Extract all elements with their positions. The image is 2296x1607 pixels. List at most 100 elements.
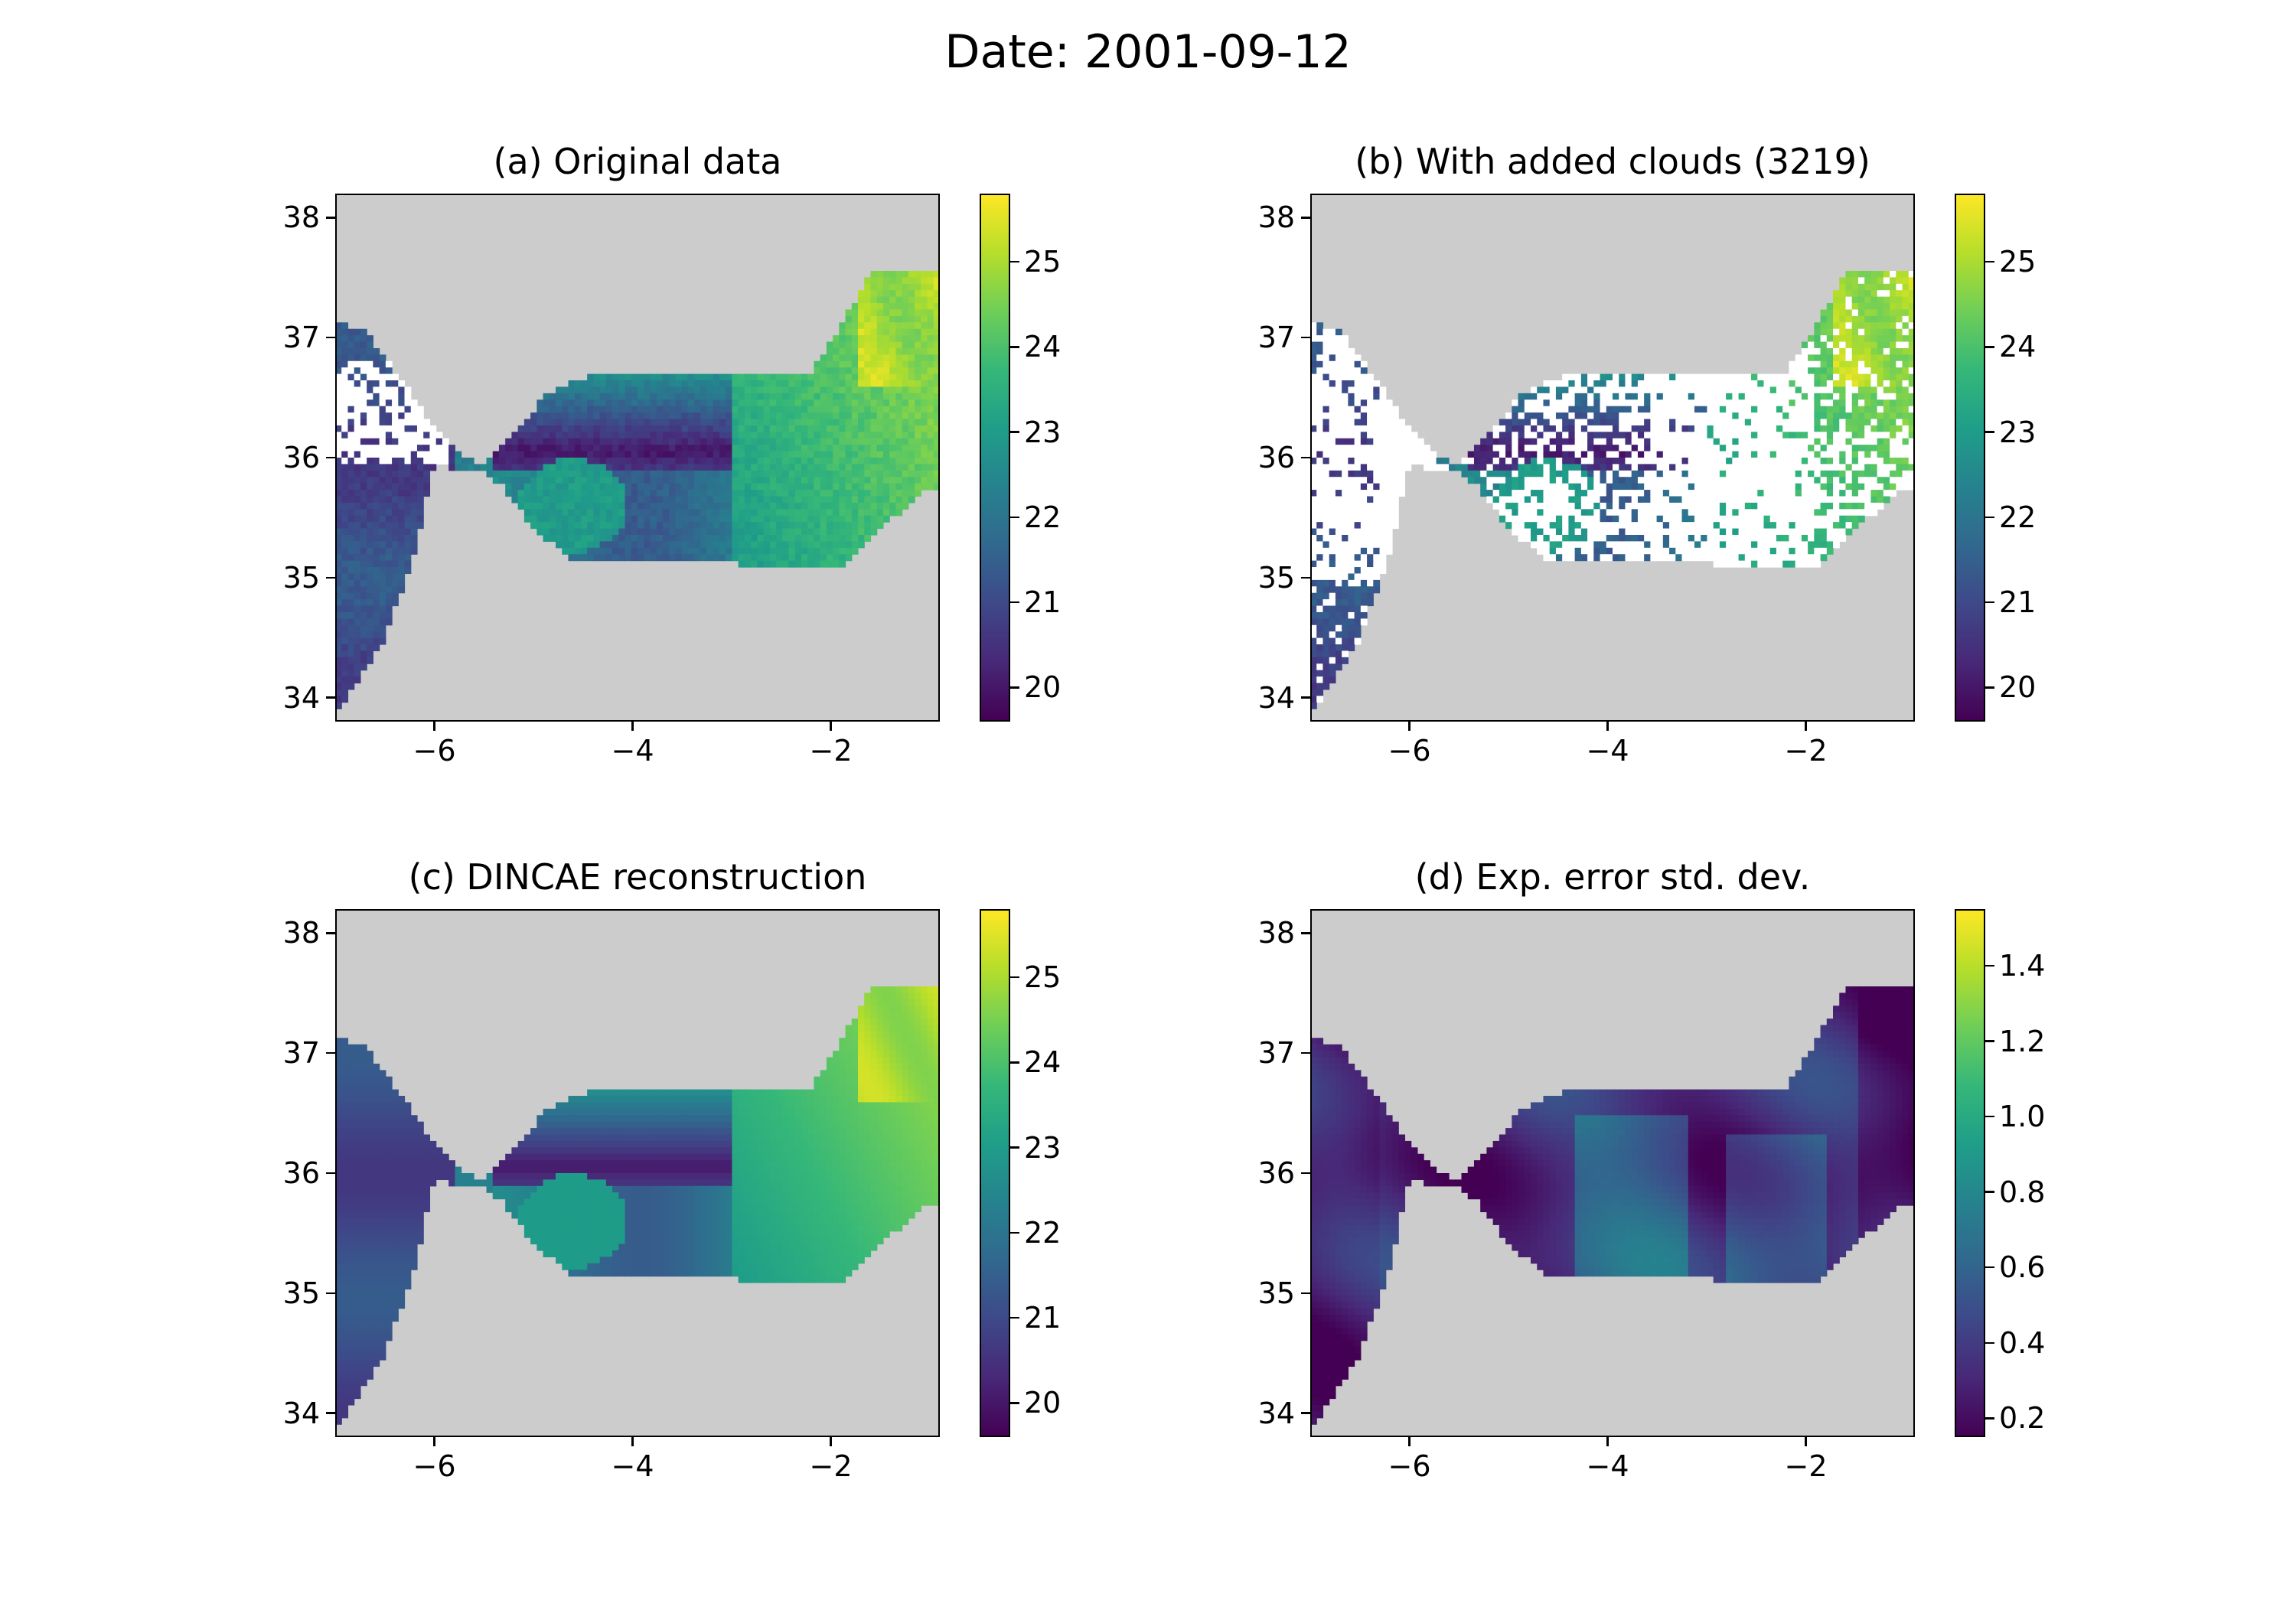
heatmap-cell xyxy=(1776,483,1783,491)
heatmap-cell xyxy=(1644,496,1651,504)
heatmap-cell xyxy=(908,347,915,355)
heatmap-cell xyxy=(700,502,708,510)
heatmap-cell xyxy=(379,470,386,478)
heatmap-cell xyxy=(908,470,915,478)
heatmap-cell xyxy=(882,496,890,504)
heatmap-cell xyxy=(367,579,373,587)
heatmap-cell xyxy=(895,425,903,432)
heatmap-cell xyxy=(360,341,367,349)
heatmap-cell xyxy=(921,451,928,458)
heatmap-cell xyxy=(744,483,752,491)
heatmap-cell xyxy=(1555,386,1563,394)
heatmap-cell xyxy=(1839,445,1847,452)
heatmap-cell xyxy=(889,412,896,420)
heatmap-cell xyxy=(523,470,531,478)
heatmap-cell xyxy=(1473,470,1481,478)
heatmap-cell xyxy=(933,483,940,491)
heatmap-cell xyxy=(1694,470,1701,478)
heatmap-cell xyxy=(1662,470,1670,478)
heatmap-cell xyxy=(1373,432,1381,439)
heatmap-cell xyxy=(1637,490,1645,497)
heatmap-cell xyxy=(1531,406,1538,413)
heatmap-cell xyxy=(814,451,821,458)
heatmap-cell xyxy=(1619,380,1626,388)
heatmap-cell xyxy=(794,425,802,432)
heatmap-cell xyxy=(1902,386,1910,394)
heatmap-cell xyxy=(675,464,683,471)
heatmap-cell xyxy=(360,611,367,619)
heatmap-cell xyxy=(549,458,556,465)
heatmap-cell xyxy=(915,432,921,439)
heatmap-cell xyxy=(1329,341,1336,349)
heatmap-cell xyxy=(1857,406,1865,413)
heatmap-cell xyxy=(845,360,853,368)
heatmap-cell xyxy=(814,554,821,562)
heatmap-cell xyxy=(1732,496,1740,504)
heatmap-cell xyxy=(1707,477,1714,484)
heatmap-cell xyxy=(826,393,833,400)
heatmap-cell xyxy=(1650,451,1658,458)
heatmap-cell xyxy=(392,522,399,530)
heatmap-cell xyxy=(814,432,821,439)
heatmap-cell xyxy=(845,470,853,478)
heatmap-cell xyxy=(612,528,619,536)
heatmap-cell xyxy=(876,470,884,478)
heatmap-cell xyxy=(1669,522,1676,530)
heatmap-cell xyxy=(1851,451,1859,458)
heatmap-cell xyxy=(1675,386,1683,394)
heatmap-cell xyxy=(1883,373,1890,381)
heatmap-cell xyxy=(379,509,386,517)
heatmap-cell xyxy=(694,412,701,420)
heatmap-cell xyxy=(820,534,827,542)
heatmap-cell xyxy=(870,347,878,355)
heatmap-cell xyxy=(1851,341,1859,349)
heatmap-cell xyxy=(1555,438,1563,445)
heatmap-cell xyxy=(1574,425,1582,432)
heatmap-cell xyxy=(1499,470,1506,478)
heatmap-cell xyxy=(1681,458,1689,465)
heatmap-cell xyxy=(335,335,342,343)
heatmap-cell xyxy=(379,490,386,497)
heatmap-cell xyxy=(1549,445,1557,452)
heatmap-cell xyxy=(367,406,373,413)
heatmap-cell xyxy=(605,470,613,478)
heatmap-cell xyxy=(864,386,872,394)
heatmap-cell xyxy=(1795,412,1802,420)
heatmap-cell xyxy=(605,496,613,504)
heatmap-cell xyxy=(1574,432,1582,439)
heatmap-cell xyxy=(562,528,569,536)
heatmap-cell xyxy=(1896,432,1903,439)
heatmap-cell xyxy=(367,335,373,343)
heatmap-cell xyxy=(927,419,934,426)
heatmap-cell xyxy=(933,367,940,375)
heatmap-cell xyxy=(1619,496,1626,504)
heatmap-cell xyxy=(1833,309,1840,317)
heatmap-cell xyxy=(694,496,701,504)
heatmap-cell xyxy=(1480,477,1488,484)
heatmap-cell xyxy=(530,412,537,420)
heatmap-cell xyxy=(1713,373,1720,381)
heatmap-cell xyxy=(864,528,872,536)
heatmap-cell xyxy=(1808,380,1815,388)
heatmap-cell xyxy=(870,328,878,336)
heatmap-cell xyxy=(1883,315,1890,323)
heatmap-cell xyxy=(1870,322,1878,330)
heatmap-cell xyxy=(360,399,367,407)
heatmap-cell xyxy=(1744,406,1752,413)
heatmap-cell xyxy=(1814,515,1821,523)
heatmap-cell xyxy=(1896,283,1903,291)
heatmap-cell xyxy=(738,438,745,445)
heatmap-cell xyxy=(1580,386,1588,394)
heatmap-cell xyxy=(1562,425,1569,432)
heatmap-cell xyxy=(1644,419,1651,426)
heatmap-cell xyxy=(933,277,940,285)
heatmap-cell xyxy=(347,547,355,555)
heatmap-cell xyxy=(1902,309,1910,317)
heatmap-cell xyxy=(341,354,349,362)
heatmap-cell xyxy=(732,502,739,510)
heatmap-cell xyxy=(536,406,544,413)
heatmap-cell xyxy=(423,432,431,439)
heatmap-cell xyxy=(700,522,708,530)
heatmap-cell xyxy=(543,528,550,536)
